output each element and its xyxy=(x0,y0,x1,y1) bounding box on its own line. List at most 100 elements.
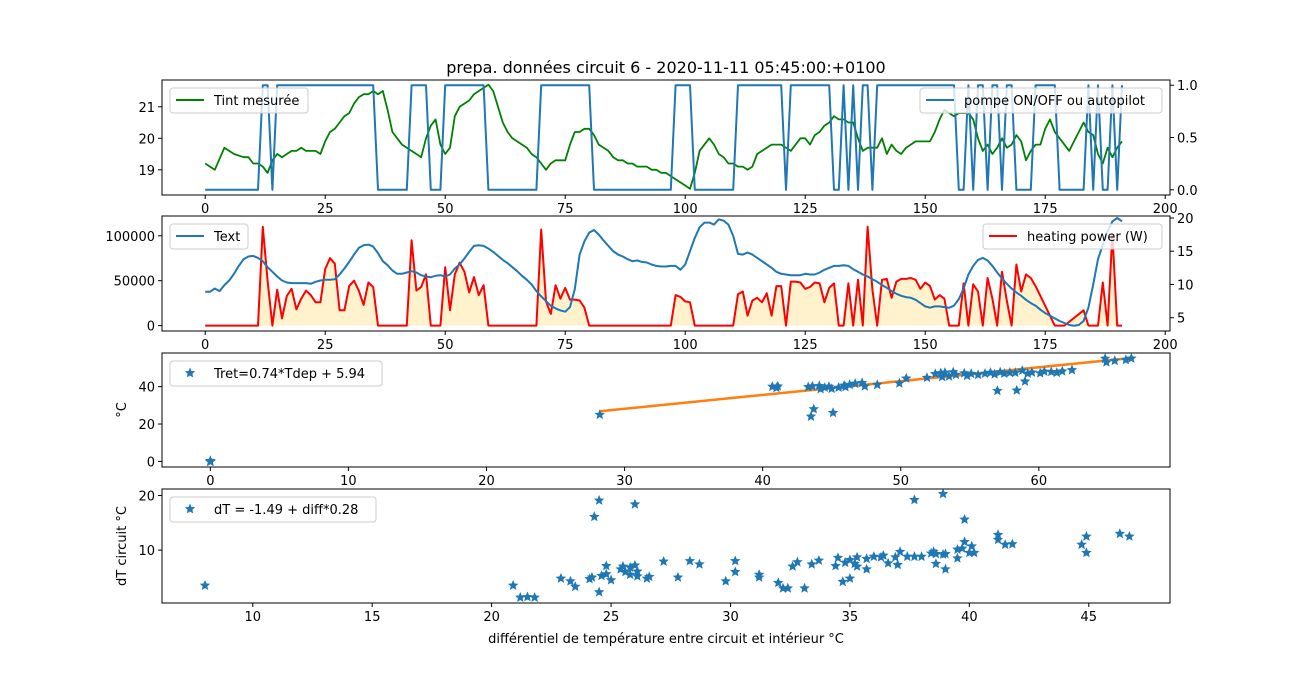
tret-point xyxy=(805,411,817,421)
panel-3-xtick-label: 60 xyxy=(1031,474,1048,489)
panel-1-xtick-label: 175 xyxy=(1033,202,1058,217)
tret-point xyxy=(979,368,991,378)
dt-point xyxy=(658,556,669,566)
panel-2-ytick-label-left: 50000 xyxy=(114,275,155,290)
dt-point xyxy=(882,557,894,568)
panel-tret-tdep: 0 10 20 30 40 50 60 0 20 40 °C Tret=0.74*Tdep + 5… xyxy=(115,352,1171,489)
panel-2-xtick-label: 175 xyxy=(1033,338,1058,353)
tret-point xyxy=(961,370,973,381)
panel-3-ytick-label-left: 20 xyxy=(138,418,155,433)
panel-2-xtick-label: 100 xyxy=(673,338,698,353)
panel-2-ytick-label-right: 5 xyxy=(1177,312,1185,327)
legend-star-icon xyxy=(184,503,196,514)
dt-point xyxy=(730,555,741,566)
dt-point xyxy=(684,555,696,566)
panel-4-xtick-label: 20 xyxy=(483,610,500,625)
tret-point xyxy=(989,368,1000,379)
legend-pump: pompe ON/OFF ou autopilot xyxy=(919,87,1163,114)
dt-point xyxy=(529,592,540,602)
dt-point xyxy=(909,551,920,562)
dt-point xyxy=(1081,531,1092,541)
panel-2-ytick-label-right: 10 xyxy=(1177,278,1194,293)
tret-point xyxy=(972,369,984,380)
dt-point xyxy=(1007,538,1018,549)
tret-point xyxy=(872,379,883,390)
panel-power-text: 0 25 50 75 100 125 150 175 200 0 50000 100000 5 10 15 2… xyxy=(105,212,1193,353)
panel-3-ytick-label-left: 40 xyxy=(138,381,155,396)
panel-3-xtick-label: 20 xyxy=(478,474,495,489)
dt-point xyxy=(837,576,848,587)
legend-text: Text xyxy=(169,223,249,250)
panel-dt-diff: 10 15 20 25 30 35 40 45 10 20 dT circuit °C diffé… xyxy=(115,488,1171,647)
tret-point xyxy=(827,407,839,418)
tret-point xyxy=(1046,366,1057,377)
tret-point xyxy=(1004,367,1016,378)
panel-1-ytick-label-right: 0.0 xyxy=(1177,184,1198,199)
tret-point xyxy=(1126,353,1137,363)
tret-point xyxy=(894,377,905,388)
dt-point xyxy=(839,557,851,568)
dt-point xyxy=(753,571,765,582)
dt-point xyxy=(892,559,903,570)
legend-tret: Tret=0.74*Tdep + 5.94 xyxy=(169,360,383,387)
dt-point xyxy=(813,555,825,565)
panel-4-ytick-label-left: 20 xyxy=(138,490,155,505)
dt-point xyxy=(851,551,863,562)
panel-2-xtick-label: 200 xyxy=(1153,338,1178,353)
dt-point xyxy=(844,573,856,583)
tret-point xyxy=(771,382,782,393)
dt-point xyxy=(601,568,612,579)
dt-point xyxy=(199,580,211,590)
dt-point xyxy=(624,569,636,580)
dt-point xyxy=(952,552,963,563)
figure-title: prepa. données circuit 6 - 2020-11-11 05… xyxy=(446,58,885,77)
legend-dt: dT = -1.49 + diff*0.28 xyxy=(169,496,377,523)
tret-point xyxy=(936,371,948,382)
panel-3-frame xyxy=(161,352,1171,468)
y-axis-label-panel-4: dT circuit °C xyxy=(115,506,130,586)
tret-point xyxy=(921,372,933,383)
legend-pump-label: pompe ON/OFF ou autopilot xyxy=(964,94,1145,109)
panel-2-xtick-label: 50 xyxy=(437,338,454,353)
dt-point xyxy=(916,551,927,562)
dt-point xyxy=(894,546,906,557)
panel-1-xtick-label: 25 xyxy=(317,202,334,217)
tret-point xyxy=(849,378,861,389)
tret-point xyxy=(985,367,996,378)
dt-point xyxy=(878,550,889,560)
panel-4-frame xyxy=(161,488,1171,604)
dt-point xyxy=(966,540,977,551)
dt-point xyxy=(605,574,617,585)
tret-point xyxy=(1039,366,1050,376)
panel-2-frame xyxy=(161,215,1171,332)
dt-point xyxy=(902,551,913,562)
dt-point xyxy=(522,591,533,602)
panel-2-xtick-label: 75 xyxy=(557,338,574,353)
tret-point xyxy=(943,370,955,381)
tret-point xyxy=(808,403,819,414)
legend-tint-label: Tint mesurée xyxy=(213,94,299,109)
dt-point xyxy=(787,561,798,571)
legend-text-label: Text xyxy=(213,230,240,245)
dt-point xyxy=(806,558,817,569)
dt-point xyxy=(730,566,741,577)
panel-3-xtick-label: 10 xyxy=(340,474,357,489)
tret-point xyxy=(1026,366,1038,377)
dt-point xyxy=(593,586,605,597)
tret-point xyxy=(1109,355,1120,366)
panel-2-xtick-label: 125 xyxy=(793,338,818,353)
panel-2-xtick-label: 25 xyxy=(317,338,334,353)
dt-point xyxy=(868,551,879,562)
panel-3-xtick-label: 0 xyxy=(206,474,214,489)
tret-point xyxy=(1035,367,1046,378)
panel-4-xtick-label: 15 xyxy=(364,610,381,625)
panel-1-xtick-label: 200 xyxy=(1153,202,1178,217)
series-heating-power-line xyxy=(205,225,1122,327)
panel-1-ytick-label-left: 20 xyxy=(138,132,155,147)
dt-point xyxy=(1076,539,1087,550)
y-axis-label-panel-3: °C xyxy=(115,402,130,418)
series-text-line xyxy=(205,217,1123,327)
panel-1-ytick-label-right: 1.0 xyxy=(1177,79,1198,94)
panel-1-xtick-label: 75 xyxy=(557,202,574,217)
